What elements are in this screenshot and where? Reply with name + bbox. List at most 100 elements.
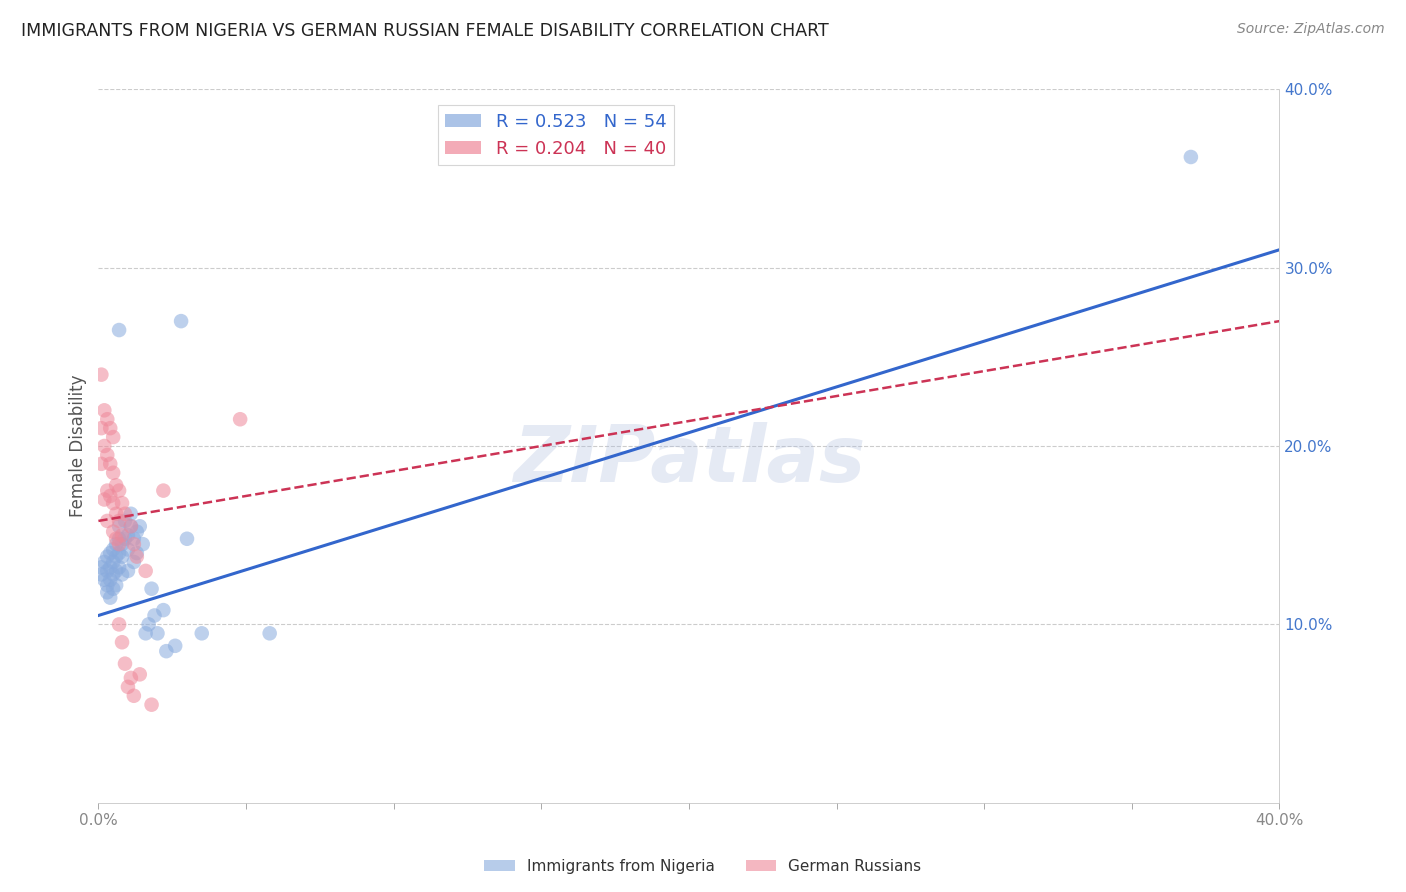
Point <box>122 532 145 546</box>
Point <box>93 555 115 569</box>
Point <box>96 514 118 528</box>
Point <box>135 626 157 640</box>
Point <box>135 564 157 578</box>
Point <box>108 617 131 632</box>
Point <box>132 537 155 551</box>
Point <box>128 519 150 533</box>
Point <box>103 524 125 539</box>
Point <box>125 524 148 539</box>
Point <box>108 546 131 560</box>
Point <box>165 639 187 653</box>
Point <box>105 478 128 492</box>
Point <box>152 603 174 617</box>
Point <box>176 532 198 546</box>
Point <box>93 492 115 507</box>
Point <box>96 585 118 599</box>
Point <box>108 519 131 533</box>
Point <box>111 528 134 542</box>
Point <box>111 567 134 582</box>
Point <box>96 578 118 592</box>
Point <box>120 519 142 533</box>
Point <box>108 514 131 528</box>
Legend: Immigrants from Nigeria, German Russians: Immigrants from Nigeria, German Russians <box>478 853 928 880</box>
Point <box>138 617 160 632</box>
Point <box>105 578 128 592</box>
Point <box>93 403 115 417</box>
Point <box>105 549 128 564</box>
Point <box>90 368 112 382</box>
Point <box>93 573 115 587</box>
Point <box>96 483 118 498</box>
Point <box>108 532 131 546</box>
Point <box>125 549 148 564</box>
Point <box>98 457 121 471</box>
Y-axis label: Female Disability: Female Disability <box>69 375 87 517</box>
Point <box>111 635 134 649</box>
Text: ZIPatlas: ZIPatlas <box>513 422 865 499</box>
Point <box>117 564 139 578</box>
Point <box>1180 150 1202 164</box>
Point <box>122 537 145 551</box>
Point <box>103 542 125 557</box>
Point <box>98 591 121 605</box>
Point <box>108 560 131 574</box>
Point <box>143 608 166 623</box>
Point <box>103 582 125 596</box>
Point <box>114 657 136 671</box>
Point <box>105 507 128 521</box>
Point <box>108 323 131 337</box>
Point <box>117 542 139 557</box>
Point <box>114 532 136 546</box>
Legend: R = 0.523   N = 54, R = 0.204   N = 40: R = 0.523 N = 54, R = 0.204 N = 40 <box>439 105 673 165</box>
Point <box>120 671 142 685</box>
Text: Source: ZipAtlas.com: Source: ZipAtlas.com <box>1237 22 1385 37</box>
Point <box>111 549 134 564</box>
Point <box>93 439 115 453</box>
Point <box>114 507 136 521</box>
Point <box>191 626 214 640</box>
Point <box>152 483 174 498</box>
Point <box>103 466 125 480</box>
Point <box>90 457 112 471</box>
Point <box>120 507 142 521</box>
Point <box>141 698 163 712</box>
Point <box>125 546 148 560</box>
Point <box>141 582 163 596</box>
Point <box>98 546 121 560</box>
Point <box>108 483 131 498</box>
Point <box>146 626 169 640</box>
Point <box>108 537 131 551</box>
Point <box>96 448 118 462</box>
Point <box>117 528 139 542</box>
Point <box>103 496 125 510</box>
Point <box>90 560 112 574</box>
Point <box>90 567 112 582</box>
Point <box>96 412 118 426</box>
Point <box>105 537 128 551</box>
Point <box>111 496 134 510</box>
Point <box>155 644 177 658</box>
Point <box>90 421 112 435</box>
Point <box>103 567 125 582</box>
Point <box>96 564 118 578</box>
Point <box>114 514 136 528</box>
Point <box>103 555 125 569</box>
Point <box>117 680 139 694</box>
Point <box>259 626 281 640</box>
Point <box>128 667 150 681</box>
Point <box>98 489 121 503</box>
Point <box>98 560 121 574</box>
Point <box>103 430 125 444</box>
Point <box>229 412 252 426</box>
Text: IMMIGRANTS FROM NIGERIA VS GERMAN RUSSIAN FEMALE DISABILITY CORRELATION CHART: IMMIGRANTS FROM NIGERIA VS GERMAN RUSSIA… <box>21 22 830 40</box>
Point <box>96 549 118 564</box>
Point <box>111 537 134 551</box>
Point <box>120 519 142 533</box>
Point <box>98 573 121 587</box>
Point <box>122 555 145 569</box>
Point <box>98 421 121 435</box>
Point <box>170 314 193 328</box>
Point <box>105 532 128 546</box>
Point <box>122 689 145 703</box>
Point <box>105 564 128 578</box>
